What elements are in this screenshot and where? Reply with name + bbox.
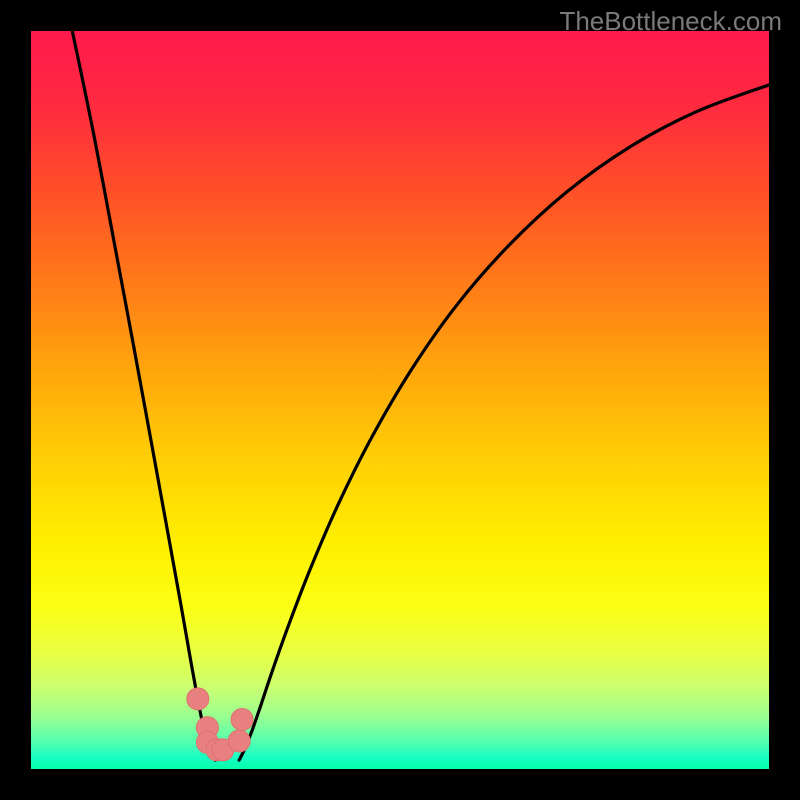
- watermark-text: TheBottleneck.com: [559, 6, 782, 37]
- chart-container: TheBottleneck.com: [0, 0, 800, 800]
- plot-area: [31, 31, 769, 769]
- data-marker: [231, 709, 253, 731]
- data-marker: [228, 730, 250, 752]
- bottleneck-chart-svg: [31, 31, 769, 769]
- gradient-background: [31, 31, 769, 769]
- data-marker: [187, 688, 209, 710]
